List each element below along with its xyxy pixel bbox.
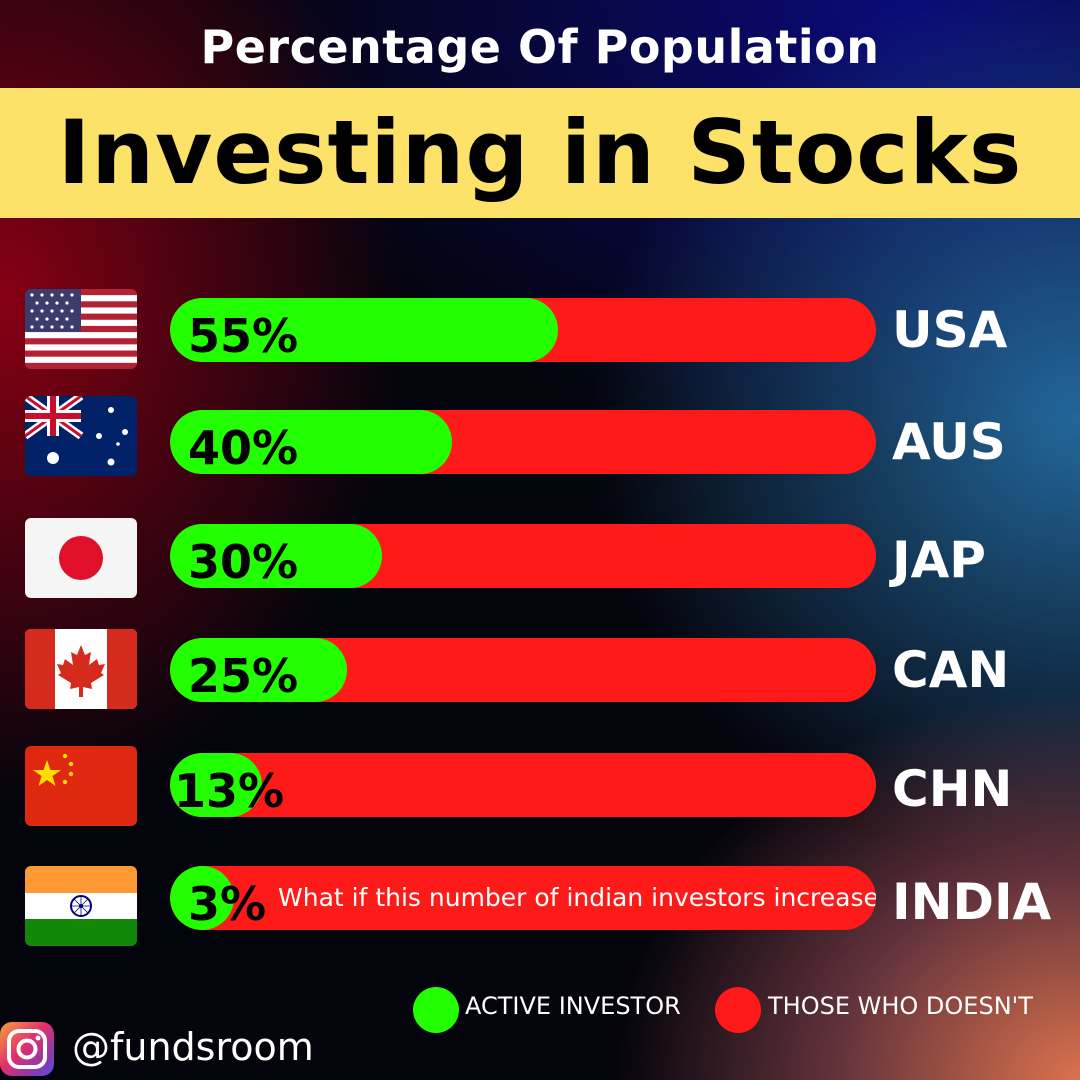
chart-title-banner: Investing in Stocks bbox=[0, 88, 1080, 218]
china-flag-icon bbox=[25, 746, 137, 826]
bar-label-india: 3% bbox=[188, 877, 267, 930]
bar-label-can: 25% bbox=[188, 649, 299, 702]
bar-track-india: 3% What if this number of indian investo… bbox=[170, 866, 876, 930]
country-label-usa: USA bbox=[892, 301, 1008, 359]
india-note: What if this number of indian investors … bbox=[278, 883, 876, 912]
japan-flag-icon bbox=[25, 518, 137, 598]
instagram-handle[interactable]: @fundsroom bbox=[72, 1025, 314, 1069]
bar-label-chn: 13% bbox=[174, 764, 285, 817]
instagram-icon bbox=[0, 1022, 54, 1076]
bar-fill-can bbox=[170, 638, 347, 702]
bar-label-aus: 40% bbox=[188, 421, 299, 474]
bar-track-jap: 30% bbox=[170, 524, 876, 588]
country-label-aus: AUS bbox=[892, 413, 1006, 471]
legend-inactive-swatch bbox=[715, 987, 761, 1033]
canada-flag-icon bbox=[25, 629, 137, 709]
bar-track-chn: 13% bbox=[170, 753, 876, 817]
bar-track-aus: 40% bbox=[170, 410, 876, 474]
usa-flag-icon bbox=[25, 289, 137, 369]
legend-active-swatch bbox=[413, 987, 459, 1033]
country-label-chn: CHN bbox=[892, 760, 1013, 818]
bar-fill-chn bbox=[170, 753, 262, 817]
country-label-india: INDIA bbox=[892, 873, 1052, 931]
legend-inactive-label: THOSE WHO DOESN'T bbox=[768, 992, 1033, 1020]
country-label-can: CAN bbox=[892, 641, 1010, 699]
legend-active-label: ACTIVE INVESTOR bbox=[465, 992, 681, 1020]
bar-fill-aus bbox=[170, 410, 453, 474]
bar-track-can: 25% bbox=[170, 638, 876, 702]
australia-flag-icon bbox=[25, 396, 137, 476]
bar-label-usa: 55% bbox=[188, 309, 299, 362]
country-label-jap: JAP bbox=[892, 531, 986, 589]
bar-fill-usa bbox=[170, 298, 559, 362]
bar-track-usa: 55% bbox=[170, 298, 876, 362]
bar-fill-india bbox=[170, 866, 234, 930]
chart-title: Investing in Stocks bbox=[57, 101, 1023, 204]
chart-subtitle: Percentage Of Population bbox=[200, 20, 880, 74]
bar-fill-jap bbox=[170, 524, 382, 588]
bar-label-jap: 30% bbox=[188, 535, 299, 588]
india-flag-icon bbox=[25, 866, 137, 946]
